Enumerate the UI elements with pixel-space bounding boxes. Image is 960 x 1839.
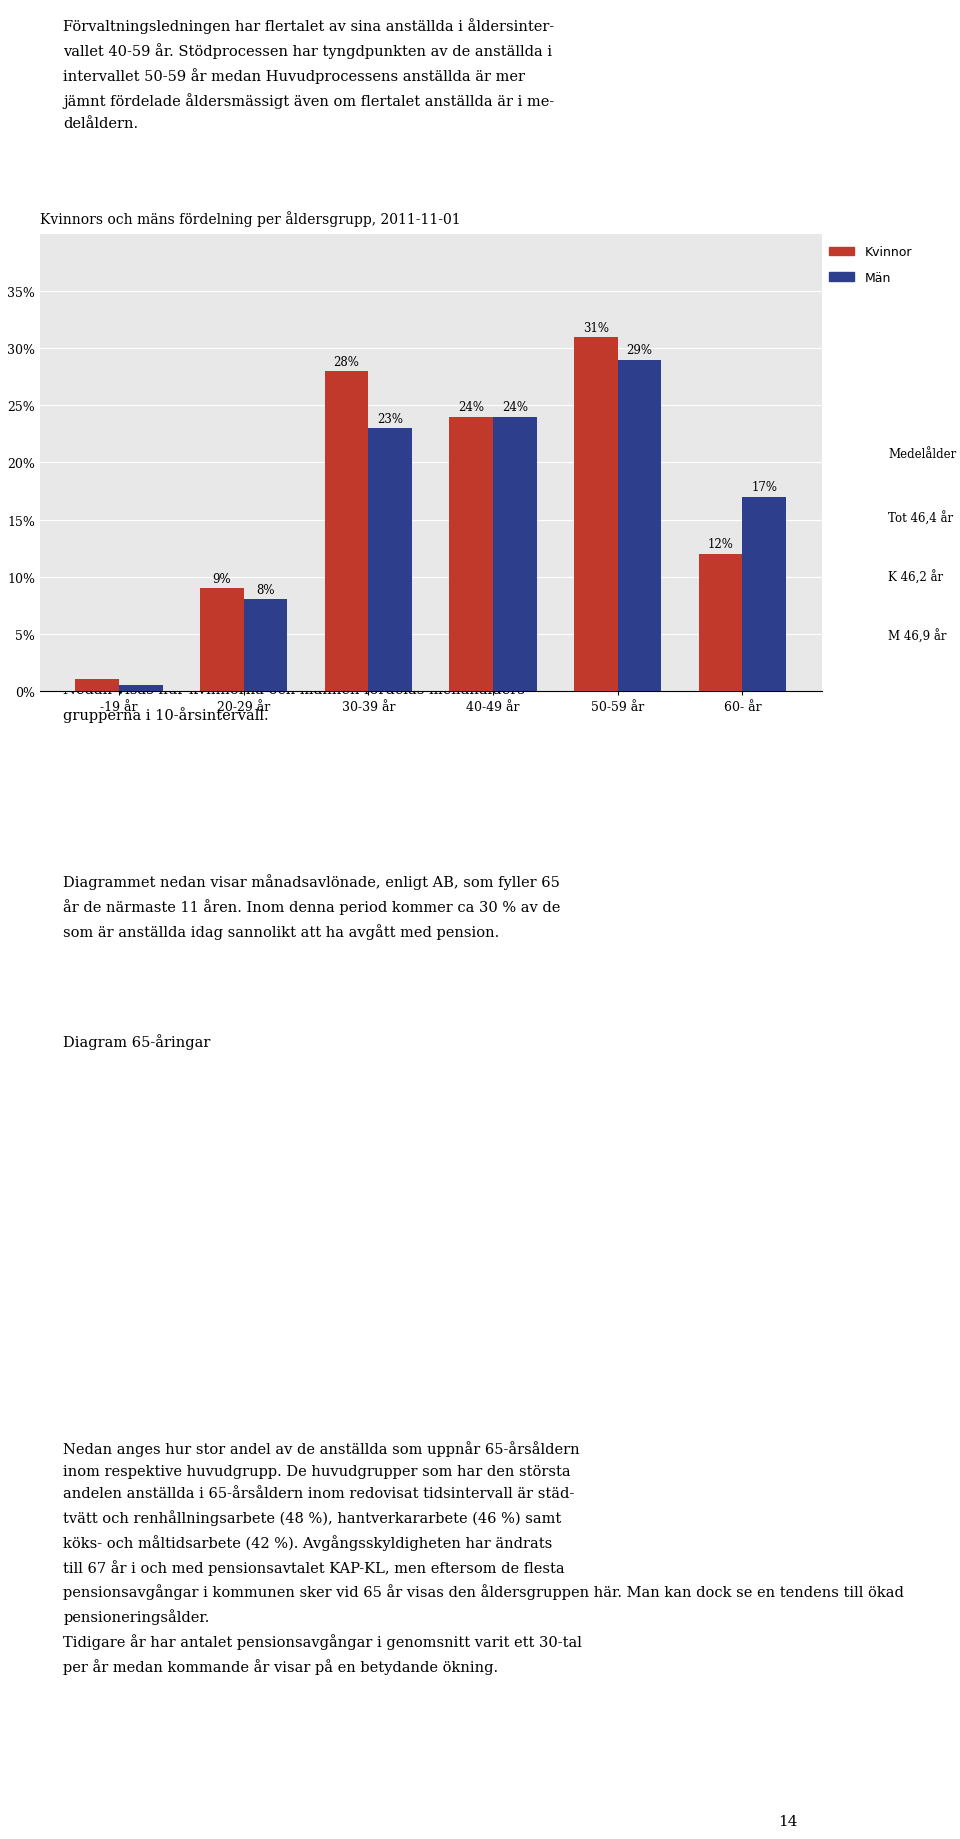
Bar: [75, 680, 119, 691]
Text: 31%: 31%: [583, 322, 609, 335]
Bar: [244, 600, 287, 691]
Text: 8%: 8%: [256, 583, 275, 596]
Text: M 46,9 år: M 46,9 år: [888, 629, 947, 644]
Bar: [119, 686, 162, 691]
Text: 12%: 12%: [708, 539, 733, 552]
Text: Förvaltningsledningen har flertalet av sina anställda i åldersinter-
vallet 40-5: Förvaltningsledningen har flertalet av s…: [63, 18, 555, 131]
Bar: [574, 338, 617, 691]
Text: Diagram 65-åringar: Diagram 65-åringar: [63, 1034, 210, 1050]
Bar: [324, 371, 369, 691]
Bar: [369, 428, 412, 691]
Bar: [699, 555, 742, 691]
Text: 17%: 17%: [752, 482, 778, 495]
Text: 29%: 29%: [627, 344, 653, 357]
Text: Nedan visas hur kvinnorna och männen fördelas mellanålders-
grupperna i 10-årsin: Nedan visas hur kvinnorna och männen för…: [63, 682, 530, 723]
Text: 9%: 9%: [212, 572, 231, 585]
Bar: [200, 588, 244, 691]
Text: Diagrammet nedan visar månadsavlönade, enligt AB, som fyller 65
år de närmaste 1: Diagrammet nedan visar månadsavlönade, e…: [63, 874, 561, 940]
Bar: [493, 417, 537, 691]
Bar: [617, 360, 661, 691]
Text: 24%: 24%: [458, 401, 484, 414]
Text: Nedan anges hur stor andel av de anställda som uppnår 65-årsåldern
inom respekti: Nedan anges hur stor andel av de anställ…: [63, 1440, 904, 1673]
Text: Tot 46,4 år: Tot 46,4 år: [888, 511, 953, 524]
Text: 14: 14: [779, 1813, 798, 1828]
Bar: [742, 497, 786, 691]
Legend: Kvinnor, Män: Kvinnor, Män: [825, 241, 917, 291]
Bar: [449, 417, 493, 691]
Text: Medelålder: Medelålder: [888, 447, 956, 460]
Text: 23%: 23%: [377, 412, 403, 425]
Text: K 46,2 år: K 46,2 år: [888, 570, 943, 585]
Text: 24%: 24%: [502, 401, 528, 414]
Text: Kvinnors och mäns fördelning per åldersgrupp, 2011-11-01: Kvinnors och mäns fördelning per åldersg…: [39, 211, 461, 226]
Text: 28%: 28%: [333, 355, 359, 368]
